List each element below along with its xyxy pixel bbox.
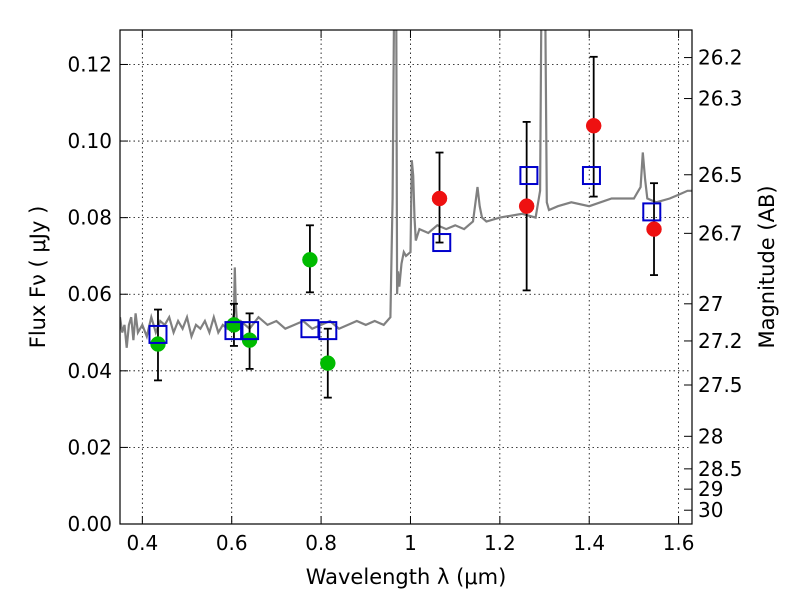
data-point-green [241,332,258,348]
data-point-red [518,198,535,214]
model-photometry-square [642,202,662,222]
right-tick-label: 28.5 [698,457,743,481]
right-tick-label: 27 [698,292,723,316]
x-tick-label: 0.6 [216,531,248,555]
x-tick-label: 0.4 [126,531,158,555]
model-photometry-square [519,166,539,186]
x-tick-label: 0.8 [305,531,337,555]
data-point-red [585,117,602,134]
y-tick-label: 0.06 [67,282,112,306]
y-tick-label: 0.08 [67,206,112,230]
x-tick-label: 1 [404,531,417,555]
y-tick-label: 0.10 [67,129,112,153]
axis-ticks: 0.4 0.6 0.8 1 1.2 1.4 1.6 0.00 0.02 0.04 0.06 0.08 0… [67,30,743,555]
grid [120,30,692,525]
data-point-red [646,221,662,237]
data-point-red [431,190,448,207]
right-tick-label: 26.3 [698,87,743,111]
x-tick-label: 1.6 [663,531,695,555]
y-tick-label: 0.02 [67,435,112,459]
right-tick-label: 29 [698,477,723,501]
data-point-green [320,355,336,371]
model-photometry-square [432,233,452,253]
model-photometry-square [318,321,338,341]
right-tick-label: 28 [698,424,723,448]
right-axis-label: Magnitude (AB) [755,185,779,348]
model-spectrum-line [120,30,692,348]
right-tick-label: 26.2 [698,46,743,70]
data-point-green [226,317,242,333]
x-tick-label: 1.2 [484,531,516,555]
data-point-green [150,336,166,352]
data-point-green [302,252,318,268]
right-tick-label: 26.7 [698,221,743,245]
x-axis-label: Wavelength λ (μm) [306,565,507,589]
y-axis-label: Flux Fν ( μJy ) [26,206,50,349]
right-tick-label: 27.2 [698,329,743,353]
x-tick-label: 1.4 [573,531,605,555]
y-tick-label: 0.00 [67,512,112,536]
model-photometry-square [148,324,168,344]
model-photometry-square [240,321,260,341]
right-tick-label: 27.5 [698,373,743,397]
data-points-layer [148,55,662,399]
model-photometry-square [581,166,601,186]
right-tick-label: 30 [698,498,723,522]
y-tick-label: 0.04 [67,359,112,383]
model-photometry-square [224,321,244,341]
model-spectrum-layer [120,30,692,348]
y-tick-label: 0.12 [67,52,112,76]
plot-frame [119,29,693,525]
right-tick-label: 26.5 [698,163,743,187]
